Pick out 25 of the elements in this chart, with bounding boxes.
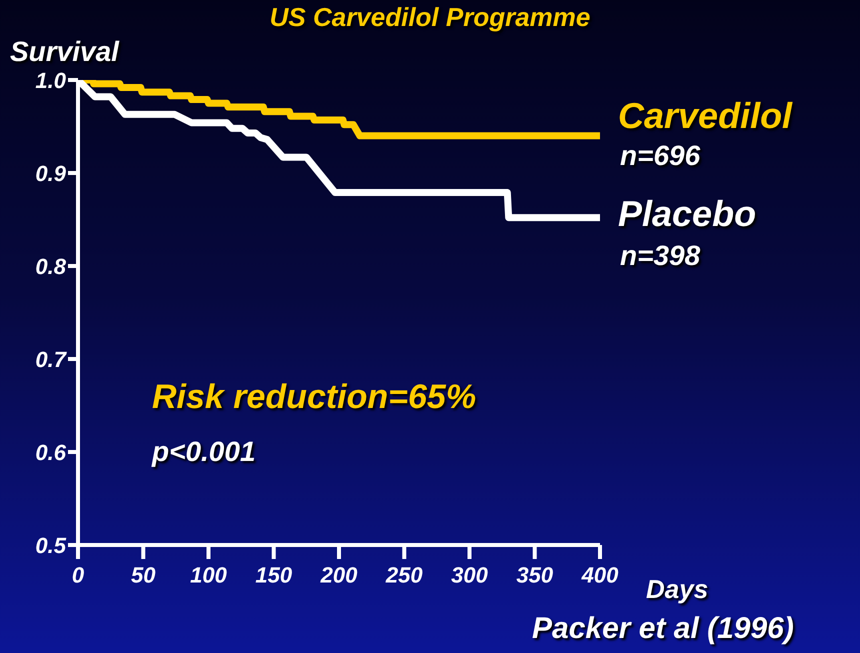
text: Packer et al (1996) bbox=[532, 612, 794, 646]
x-tick-label: 250 bbox=[384, 562, 424, 588]
y-tick-label: 0.6 bbox=[35, 440, 67, 465]
annotation: p<0.001 bbox=[152, 436, 256, 468]
y-axis-title: Survival bbox=[10, 36, 119, 68]
x-tick-label: 150 bbox=[255, 562, 293, 588]
annotation: Risk reduction=65% bbox=[152, 378, 476, 417]
x-tick-label: 400 bbox=[580, 562, 620, 588]
y-tick-label: 0.5 bbox=[35, 532, 67, 558]
y-tick-label: 0.8 bbox=[35, 254, 67, 279]
x-tick-label: 300 bbox=[451, 562, 489, 588]
series-label: Carvedilol bbox=[618, 95, 792, 137]
y-tick-label: 0.7 bbox=[35, 346, 68, 372]
y-tick-label: 0.9 bbox=[35, 160, 67, 186]
x-tick-label: 100 bbox=[190, 562, 228, 588]
series-label: Placebo bbox=[618, 193, 756, 235]
x-axis-title: Days bbox=[646, 574, 708, 605]
chart-title: US Carvedilol Programme bbox=[268, 2, 592, 33]
x-tick-label: 350 bbox=[516, 562, 554, 588]
x-tick-label: 200 bbox=[320, 562, 358, 588]
x-tick-label: 0 bbox=[72, 562, 85, 588]
x-tick-label: 50 bbox=[131, 562, 156, 588]
text: n=398 bbox=[620, 240, 700, 272]
text: n=696 bbox=[620, 140, 700, 172]
y-tick-label: 1.0 bbox=[35, 68, 67, 93]
